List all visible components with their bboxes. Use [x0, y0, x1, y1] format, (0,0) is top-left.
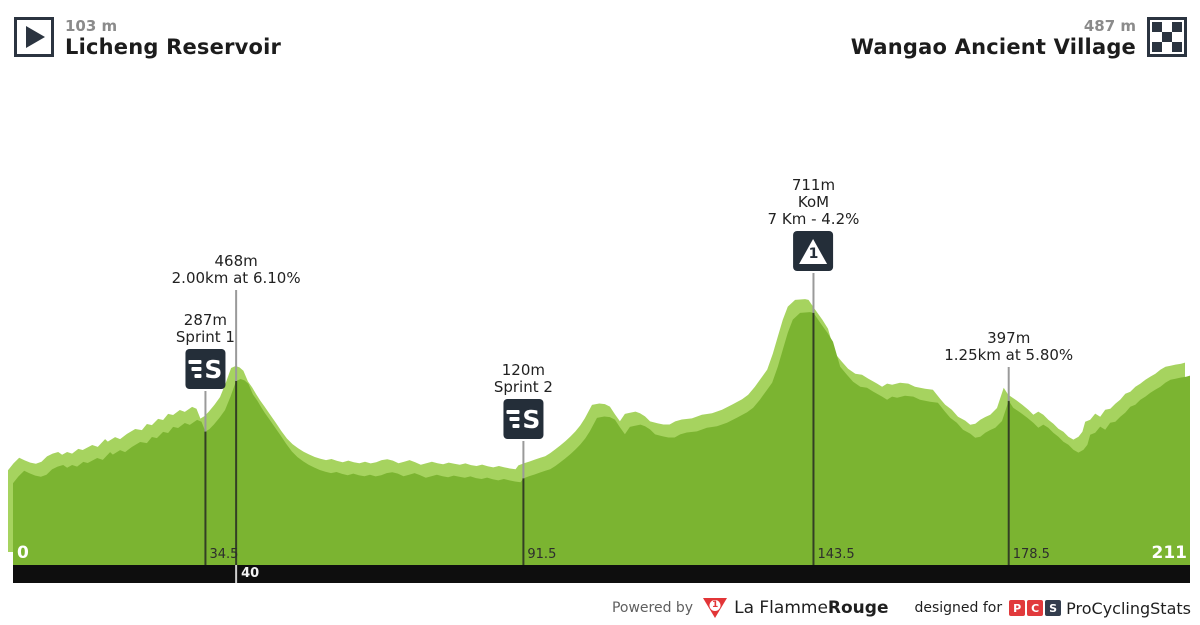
- profile-area: [13, 312, 1190, 565]
- marker-elevation: 711m: [791, 176, 836, 194]
- marker-sprint-1: 287m Sprint 1 S: [176, 312, 235, 389]
- pcs-letter-c: C: [1027, 600, 1044, 616]
- marker-elevation: 287m: [183, 311, 228, 329]
- marker-name: KoM: [797, 193, 830, 211]
- kom-category: 1: [808, 246, 819, 262]
- marker-kom: 711m KoM 7 Km - 4.2% 1: [767, 176, 860, 271]
- la-flamme-rouge-icon: 1: [702, 597, 728, 619]
- start-location-name: Licheng Reservoir: [65, 35, 282, 59]
- lfr-name-regular: La Flamme: [734, 598, 828, 618]
- pcs-letter-s: S: [1045, 600, 1062, 616]
- axis-tick-40: 40: [241, 566, 260, 581]
- finish-header: 487 m Wangao Ancient Village: [851, 17, 1187, 60]
- marker-name: 1.25km at 5.80%: [944, 346, 1074, 364]
- marker-name: Sprint 2: [493, 378, 553, 396]
- marker-sprint-2: 120m Sprint 2 S: [494, 362, 553, 439]
- designed-for-label: designed for: [914, 600, 1003, 616]
- axis-tick-178-5: 178.5: [1012, 547, 1050, 562]
- axis-tick-143-5: 143.5: [817, 547, 855, 562]
- marker-2-00km-at-6-10: 468m 2.00km at 6.10%: [172, 253, 301, 287]
- start-header: 103 m Licheng Reservoir: [14, 17, 281, 60]
- marker-name: 2.00km at 6.10%: [171, 269, 301, 287]
- finish-location-name: Wangao Ancient Village: [850, 35, 1136, 59]
- play-triangle-icon: [26, 26, 45, 48]
- start-elevation: 103 m: [65, 17, 118, 35]
- sprint-icon: S: [185, 349, 226, 389]
- speed-lines: [506, 410, 520, 428]
- speed-lines: [188, 360, 202, 378]
- finish-flag-icon: [1147, 17, 1187, 57]
- sprint-letter: S: [204, 354, 223, 384]
- axis-tick-211: 211: [1151, 543, 1188, 563]
- pcs-logo: P C S: [1009, 600, 1062, 616]
- marker-elevation: 120m: [501, 361, 546, 379]
- marker-elevation: 468m: [214, 252, 258, 270]
- km-bar: [13, 565, 1190, 583]
- la-flamme-rouge-name[interactable]: La FlammeRouge: [734, 598, 888, 618]
- lfr-name-bold: Rouge: [827, 598, 889, 618]
- marker-1-25km-at-5-80: 397m 1.25km at 5.80%: [944, 330, 1073, 364]
- lfr-number: 1: [709, 600, 721, 611]
- powered-by-label: Powered by: [611, 600, 694, 616]
- finish-elevation: 487 m: [1083, 17, 1136, 35]
- axis-tick-34-5: 34.5: [209, 547, 239, 562]
- pcs-name[interactable]: ProCyclingStats: [1066, 598, 1191, 618]
- stage-profile-chart: [8, 273, 1190, 583]
- marker-elevation: 397m: [987, 329, 1031, 347]
- axis-tick-0: 0: [17, 543, 29, 563]
- axis-tick-91-5: 91.5: [527, 547, 557, 562]
- sprint-letter: S: [522, 404, 541, 434]
- sprint-icon: S: [503, 399, 544, 439]
- kom-mountain-icon: 1: [793, 231, 834, 271]
- footer: Powered by 1 La FlammeRouge designed for…: [612, 595, 1191, 621]
- marker-detail: 7 Km - 4.2%: [767, 210, 860, 228]
- marker-name: Sprint 1: [175, 328, 235, 346]
- pcs-letter-p: P: [1009, 600, 1026, 616]
- mountain-triangle: [799, 239, 828, 264]
- checkered-flag-icon: [1152, 22, 1182, 52]
- start-flag-icon: [14, 17, 54, 57]
